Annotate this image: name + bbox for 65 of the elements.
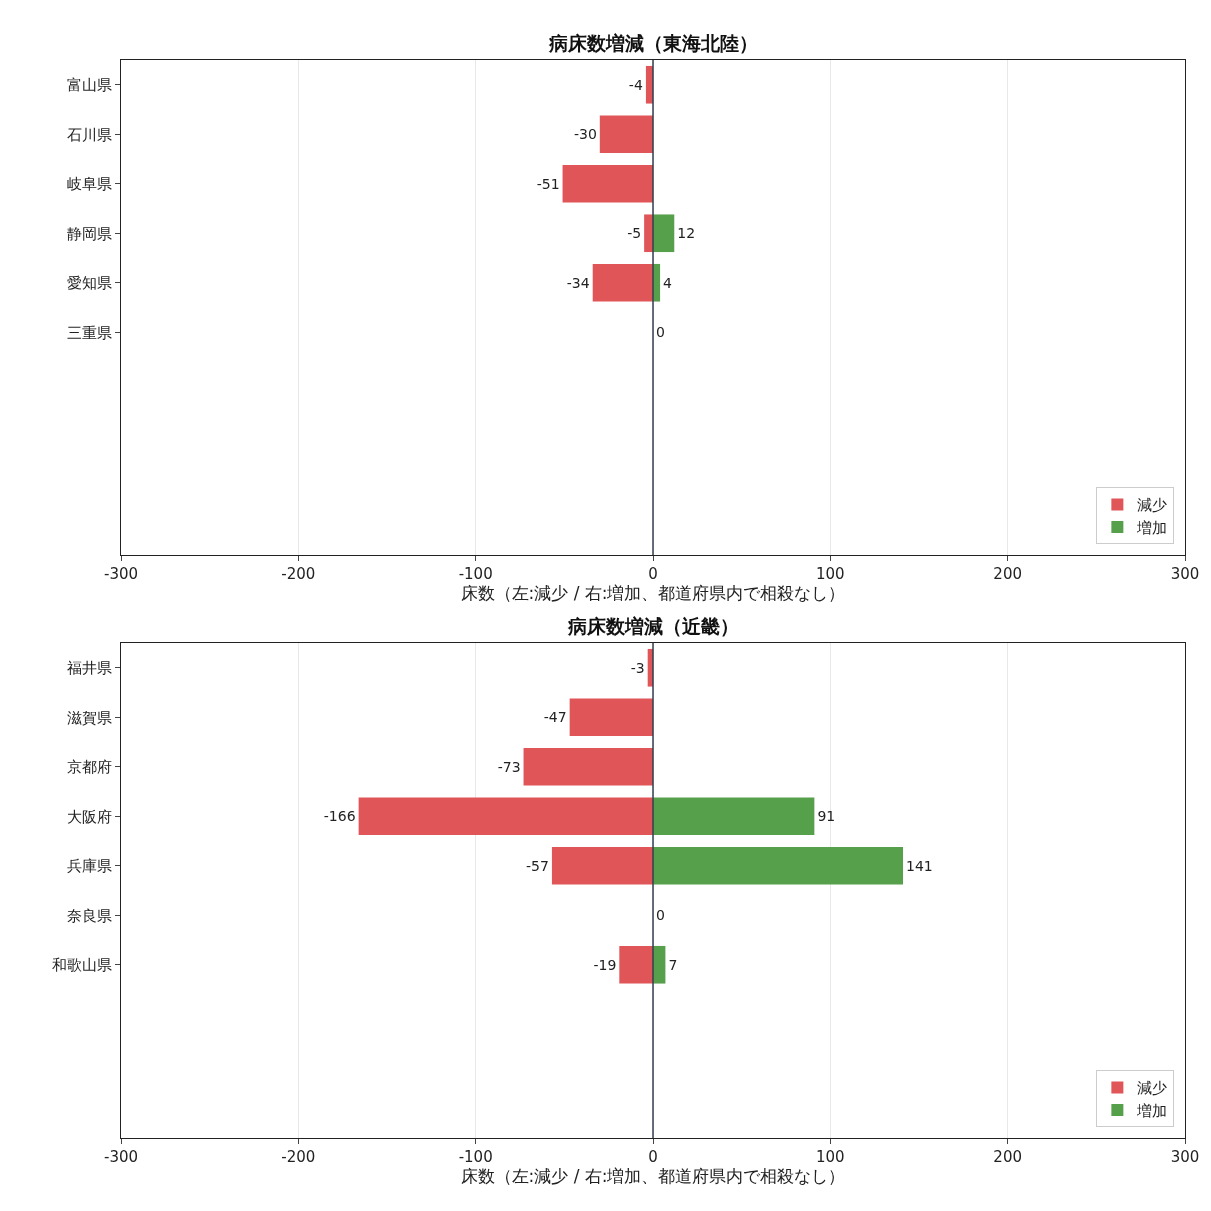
y-tick-label: 京都府 <box>67 758 112 776</box>
bar <box>653 945 666 984</box>
data-label: 0 <box>656 907 665 924</box>
x-tick-label: 200 <box>993 1148 1022 1166</box>
data-label: -73 <box>497 758 521 775</box>
y-tick-label: 岐阜県 <box>67 175 112 193</box>
data-label: -3 <box>630 659 645 676</box>
bar <box>653 797 815 836</box>
data-label: -5 <box>627 225 642 242</box>
x-tick-label: 100 <box>816 565 845 583</box>
x-tick-label: 200 <box>993 565 1022 583</box>
data-label: 0 <box>656 324 665 341</box>
y-tick-label: 和歌山県 <box>52 956 112 974</box>
x-tick-label: -200 <box>281 1148 316 1166</box>
x-tick-label: -200 <box>281 565 316 583</box>
bar <box>523 747 653 786</box>
y-tick-label: 奈良県 <box>67 906 112 925</box>
x-tick-label: -100 <box>458 1148 493 1166</box>
legend-label: 増加 <box>1136 1101 1168 1120</box>
x-axis-title: 床数（左:減少 / 右:増加、都道府県内で相殺なし） <box>460 583 846 603</box>
x-axis-title: 床数（左:減少 / 右:増加、都道府県内で相殺なし） <box>460 1166 846 1186</box>
data-label: 4 <box>663 274 673 291</box>
bar <box>653 214 675 253</box>
bar <box>551 846 653 885</box>
y-tick-label: 静岡県 <box>67 224 112 243</box>
y-tick-label: 愛知県 <box>67 274 112 292</box>
bar <box>569 698 653 737</box>
x-tick-label: 0 <box>648 1148 658 1166</box>
x-tick-label: -300 <box>103 565 139 583</box>
y-tick-label: 福井県 <box>67 659 112 677</box>
bar <box>619 945 653 984</box>
y-tick-label: 大阪府 <box>67 807 112 826</box>
bar <box>599 115 653 154</box>
y-tick-label: 富山県 <box>67 76 112 94</box>
x-tick-label: 100 <box>816 1148 845 1166</box>
data-label: 7 <box>668 956 678 973</box>
data-label: 91 <box>817 808 836 825</box>
data-label: -57 <box>526 857 549 874</box>
x-tick-label: -300 <box>103 1148 139 1166</box>
data-label: -51 <box>536 175 560 192</box>
data-label: -4 <box>628 76 643 93</box>
y-tick-label: 三重県 <box>67 323 112 342</box>
data-label: -19 <box>593 956 617 973</box>
y-tick-label: 石川県 <box>67 125 112 144</box>
data-label: -30 <box>573 126 597 143</box>
x-tick-label: 300 <box>1170 565 1200 583</box>
legend-label: 減少 <box>1137 1079 1168 1098</box>
data-label: -34 <box>566 274 590 291</box>
bar <box>592 263 653 302</box>
chart-title: 病床数増減（東海北陸） <box>548 32 758 54</box>
x-tick-label: -100 <box>458 565 493 583</box>
data-label: 141 <box>906 857 933 874</box>
chart-title: 病床数増減（近畿） <box>567 615 739 637</box>
data-label: -166 <box>323 808 356 825</box>
legend-label: 減少 <box>1137 496 1168 515</box>
y-tick-label: 兵庫県 <box>67 857 112 875</box>
bar <box>653 846 904 885</box>
data-label: -47 <box>543 709 567 726</box>
y-tick-label: 滋賀県 <box>67 708 112 727</box>
x-tick-label: 0 <box>648 565 658 583</box>
x-tick-label: 300 <box>1170 1148 1200 1166</box>
data-label: 12 <box>677 225 696 242</box>
bar <box>562 164 653 203</box>
legend-label: 増加 <box>1136 518 1168 537</box>
bar <box>358 797 653 836</box>
